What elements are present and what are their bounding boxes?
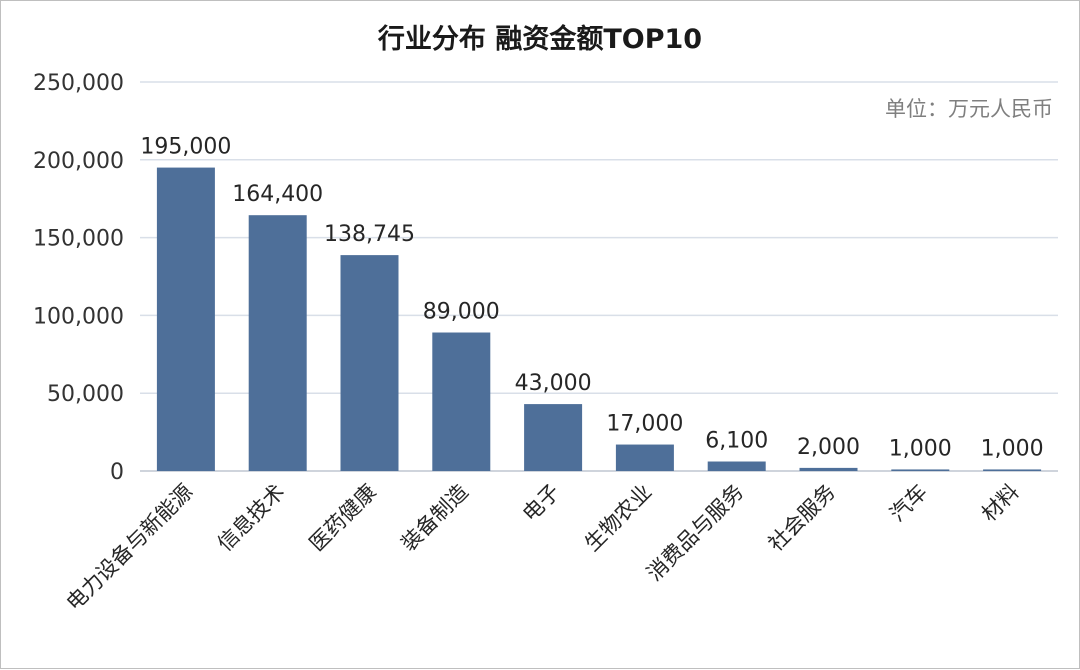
x-category-label: 社会服务 (764, 480, 840, 556)
bar (156, 167, 215, 471)
chart-title: 行业分布 融资金额TOP10 (377, 24, 703, 55)
bar (891, 469, 950, 471)
y-tick-label: 200,000 (33, 149, 124, 174)
y-tick-label: 50,000 (47, 382, 124, 407)
y-tick-label: 0 (110, 460, 124, 485)
y-tick-label: 250,000 (33, 71, 124, 96)
data-label: 89,000 (423, 300, 500, 325)
bar (524, 404, 583, 471)
x-category-label: 装备制造 (396, 480, 472, 556)
bar (340, 255, 399, 471)
bar (707, 461, 766, 471)
bar (248, 215, 307, 471)
x-category-label: 材料 (977, 480, 1024, 527)
bar (799, 467, 858, 471)
x-category-label: 信息技术 (213, 480, 289, 556)
data-label: 164,400 (232, 182, 323, 207)
data-label: 1,000 (889, 436, 952, 461)
data-label: 2,000 (797, 435, 860, 460)
x-category-label: 消费品与服务 (642, 480, 748, 586)
x-category-label: 汽车 (885, 480, 932, 527)
data-label: 138,745 (324, 222, 415, 247)
data-label: 195,000 (140, 135, 231, 160)
data-label: 1,000 (981, 436, 1044, 461)
y-tick-label: 150,000 (33, 227, 124, 252)
x-category-label: 电子 (518, 480, 565, 527)
data-label: 6,100 (705, 429, 768, 454)
data-label: 17,000 (606, 412, 683, 437)
x-category-label: 生物农业 (580, 480, 656, 556)
data-label: 43,000 (515, 371, 592, 396)
unit-note: 单位：万元人民币 (885, 97, 1053, 121)
bar (432, 332, 491, 471)
bar (615, 444, 674, 471)
x-category-label: 电力设备与新能源 (62, 480, 198, 616)
y-tick-label: 100,000 (33, 304, 124, 329)
x-category-label: 医药健康 (305, 480, 381, 556)
bar (983, 469, 1042, 471)
